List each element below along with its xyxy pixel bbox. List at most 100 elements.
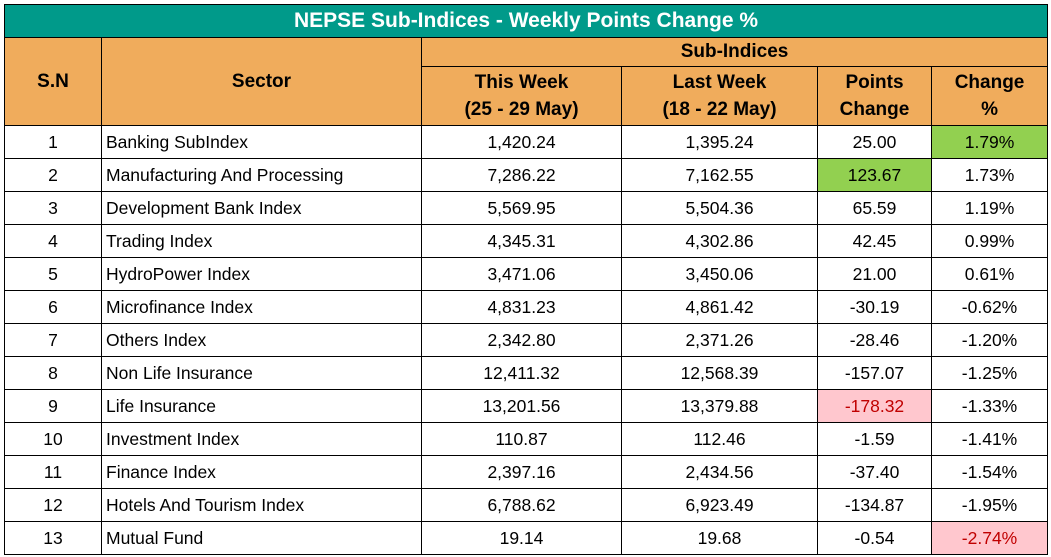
cell-change-percent: -1.54% [930,455,1049,489]
cell-change-percent: -1.20% [930,323,1049,357]
cell-sector: Hotels And Tourism Index [101,488,422,522]
cell-sn: 10 [4,422,102,456]
cell-sn: 13 [4,521,102,555]
table-row: 11 Finance Index 2,397.16 2,434.56 -37.4… [4,455,1049,489]
table-title: NEPSE Sub-Indices - Weekly Points Change… [3,4,1049,38]
cell-last-week: 7,162.55 [621,158,818,192]
cell-last-week: 2,371.26 [621,323,818,357]
cell-sn: 9 [4,389,102,423]
header-points-label: Points [845,72,904,93]
cell-sector: Trading Index [101,224,422,258]
cell-sector: Finance Index [101,455,422,489]
table-row: 6 Microfinance Index 4,831.23 4,861.42 -… [4,290,1049,324]
cell-this-week: 6,788.62 [421,488,622,522]
header-sn: S.N [4,37,102,126]
table-row: 5 HydroPower Index 3,471.06 3,450.06 21.… [4,257,1049,291]
cell-this-week: 2,342.80 [421,323,622,357]
cell-points-change: -30.19 [817,290,932,324]
cell-points-change: 42.45 [817,224,932,258]
table-row: 10 Investment Index 110.87 112.46 -1.59 … [4,422,1049,456]
cell-sn: 6 [4,290,102,324]
table-row: 8 Non Life Insurance 12,411.32 12,568.39… [4,356,1049,390]
cell-last-week: 6,923.49 [621,488,818,522]
cell-last-week: 4,302.86 [621,224,818,258]
header-sector: Sector [101,37,422,126]
header-last-week-label: Last Week [672,72,767,93]
cell-points-change: -1.59 [817,422,932,456]
cell-sector: HydroPower Index [101,257,422,291]
cell-sn: 4 [4,224,102,258]
cell-this-week: 4,345.31 [421,224,622,258]
table-row: 1 Banking SubIndex 1,420.24 1,395.24 25.… [4,125,1049,159]
cell-points-change-highlight: -178.32 [817,389,932,423]
header-last-week-dates: (18 - 22 May) [662,99,777,120]
cell-change-percent: -1.25% [930,356,1049,390]
header-last-week: Last Week (18 - 22 May) [621,66,818,126]
cell-sn: 11 [4,455,102,489]
cell-points-change-highlight: 123.67 [817,158,932,192]
header-this-week: This Week (25 - 29 May) [421,66,622,126]
header-this-week-dates: (25 - 29 May) [464,99,579,120]
cell-change-percent-highlight: -2.74% [930,521,1049,555]
header-change-label-2: % [981,99,998,120]
cell-points-change: 65.59 [817,191,932,225]
cell-this-week: 5,569.95 [421,191,622,225]
cell-last-week: 13,379.88 [621,389,818,423]
cell-points-change: -157.07 [817,356,932,390]
cell-change-percent: 0.99% [930,224,1049,258]
table-row: 12 Hotels And Tourism Index 6,788.62 6,9… [4,488,1049,522]
cell-last-week: 4,861.42 [621,290,818,324]
header-points-change: Points Change [817,66,932,126]
cell-change-percent: 1.73% [930,158,1049,192]
cell-sector: Banking SubIndex [101,125,422,159]
cell-sector: Others Index [101,323,422,357]
cell-sn: 5 [4,257,102,291]
header-change-label: Change [954,72,1025,93]
cell-change-percent: 0.61% [930,257,1049,291]
header-this-week-label: This Week [474,72,569,93]
cell-this-week: 7,286.22 [421,158,622,192]
cell-last-week: 5,504.36 [621,191,818,225]
cell-this-week: 110.87 [421,422,622,456]
cell-sector: Development Bank Index [101,191,422,225]
cell-sn: 3 [4,191,102,225]
cell-change-percent: -1.41% [930,422,1049,456]
cell-points-change: 25.00 [817,125,932,159]
table-row: 3 Development Bank Index 5,569.95 5,504.… [4,191,1049,225]
cell-change-percent: -1.33% [930,389,1049,423]
cell-sn: 8 [4,356,102,390]
cell-sector: Investment Index [101,422,422,456]
cell-this-week: 13,201.56 [421,389,622,423]
cell-this-week: 2,397.16 [421,455,622,489]
table-row: 9 Life Insurance 13,201.56 13,379.88 -17… [4,389,1049,423]
table-row: 4 Trading Index 4,345.31 4,302.86 42.45 … [4,224,1049,258]
cell-sector: Non Life Insurance [101,356,422,390]
cell-this-week: 19.14 [421,521,622,555]
table-row: 13 Mutual Fund 19.14 19.68 -0.54 -2.74% [4,521,1049,555]
cell-last-week: 19.68 [621,521,818,555]
cell-points-change: -134.87 [817,488,932,522]
cell-points-change: -0.54 [817,521,932,555]
cell-last-week: 3,450.06 [621,257,818,291]
cell-sn: 2 [4,158,102,192]
cell-sn: 7 [4,323,102,357]
cell-last-week: 2,434.56 [621,455,818,489]
header-change-percent: Change % [930,66,1049,126]
cell-change-percent: 1.19% [930,191,1049,225]
cell-points-change: 21.00 [817,257,932,291]
cell-this-week: 12,411.32 [421,356,622,390]
cell-points-change: -28.46 [817,323,932,357]
cell-last-week: 1,395.24 [621,125,818,159]
cell-sector: Manufacturing And Processing [101,158,422,192]
cell-change-percent-highlight: 1.79% [930,125,1049,159]
cell-sector: Life Insurance [101,389,422,423]
cell-change-percent: -0.62% [930,290,1049,324]
cell-this-week: 3,471.06 [421,257,622,291]
cell-points-change: -37.40 [817,455,932,489]
cell-last-week: 12,568.39 [621,356,818,390]
table-row: 2 Manufacturing And Processing 7,286.22 … [4,158,1049,192]
cell-change-percent: -1.95% [930,488,1049,522]
cell-sector: Microfinance Index [101,290,422,324]
sub-indices-table: NEPSE Sub-Indices - Weekly Points Change… [3,4,1049,555]
table-row: 7 Others Index 2,342.80 2,371.26 -28.46 … [4,323,1049,357]
